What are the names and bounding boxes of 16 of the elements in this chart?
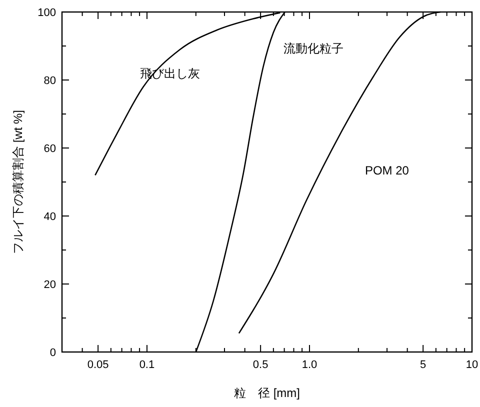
y-tick-label: 100 xyxy=(38,7,56,19)
x-tick-label: 0.05 xyxy=(87,359,109,371)
series-label: 流動化粒子 xyxy=(283,41,344,56)
y-tick-label: 0 xyxy=(50,347,56,359)
y-tick-label: 20 xyxy=(44,279,56,291)
x-tick-label: 0.5 xyxy=(252,359,268,371)
x-tick-label: 10 xyxy=(466,359,478,371)
x-axis-title: 粒 径 [mm] xyxy=(234,386,300,400)
y-axis-title: フルイ下の積算割合 [wt %] xyxy=(11,110,25,254)
y-tick-label: 40 xyxy=(44,211,56,223)
y-tick-label: 60 xyxy=(44,143,56,155)
x-tick-label: 5 xyxy=(420,359,426,371)
x-tick-label: 1.0 xyxy=(302,359,318,371)
y-tick-label: 80 xyxy=(44,75,56,87)
x-tick-label: 0.1 xyxy=(139,359,155,371)
text: POM 20 xyxy=(364,163,410,178)
